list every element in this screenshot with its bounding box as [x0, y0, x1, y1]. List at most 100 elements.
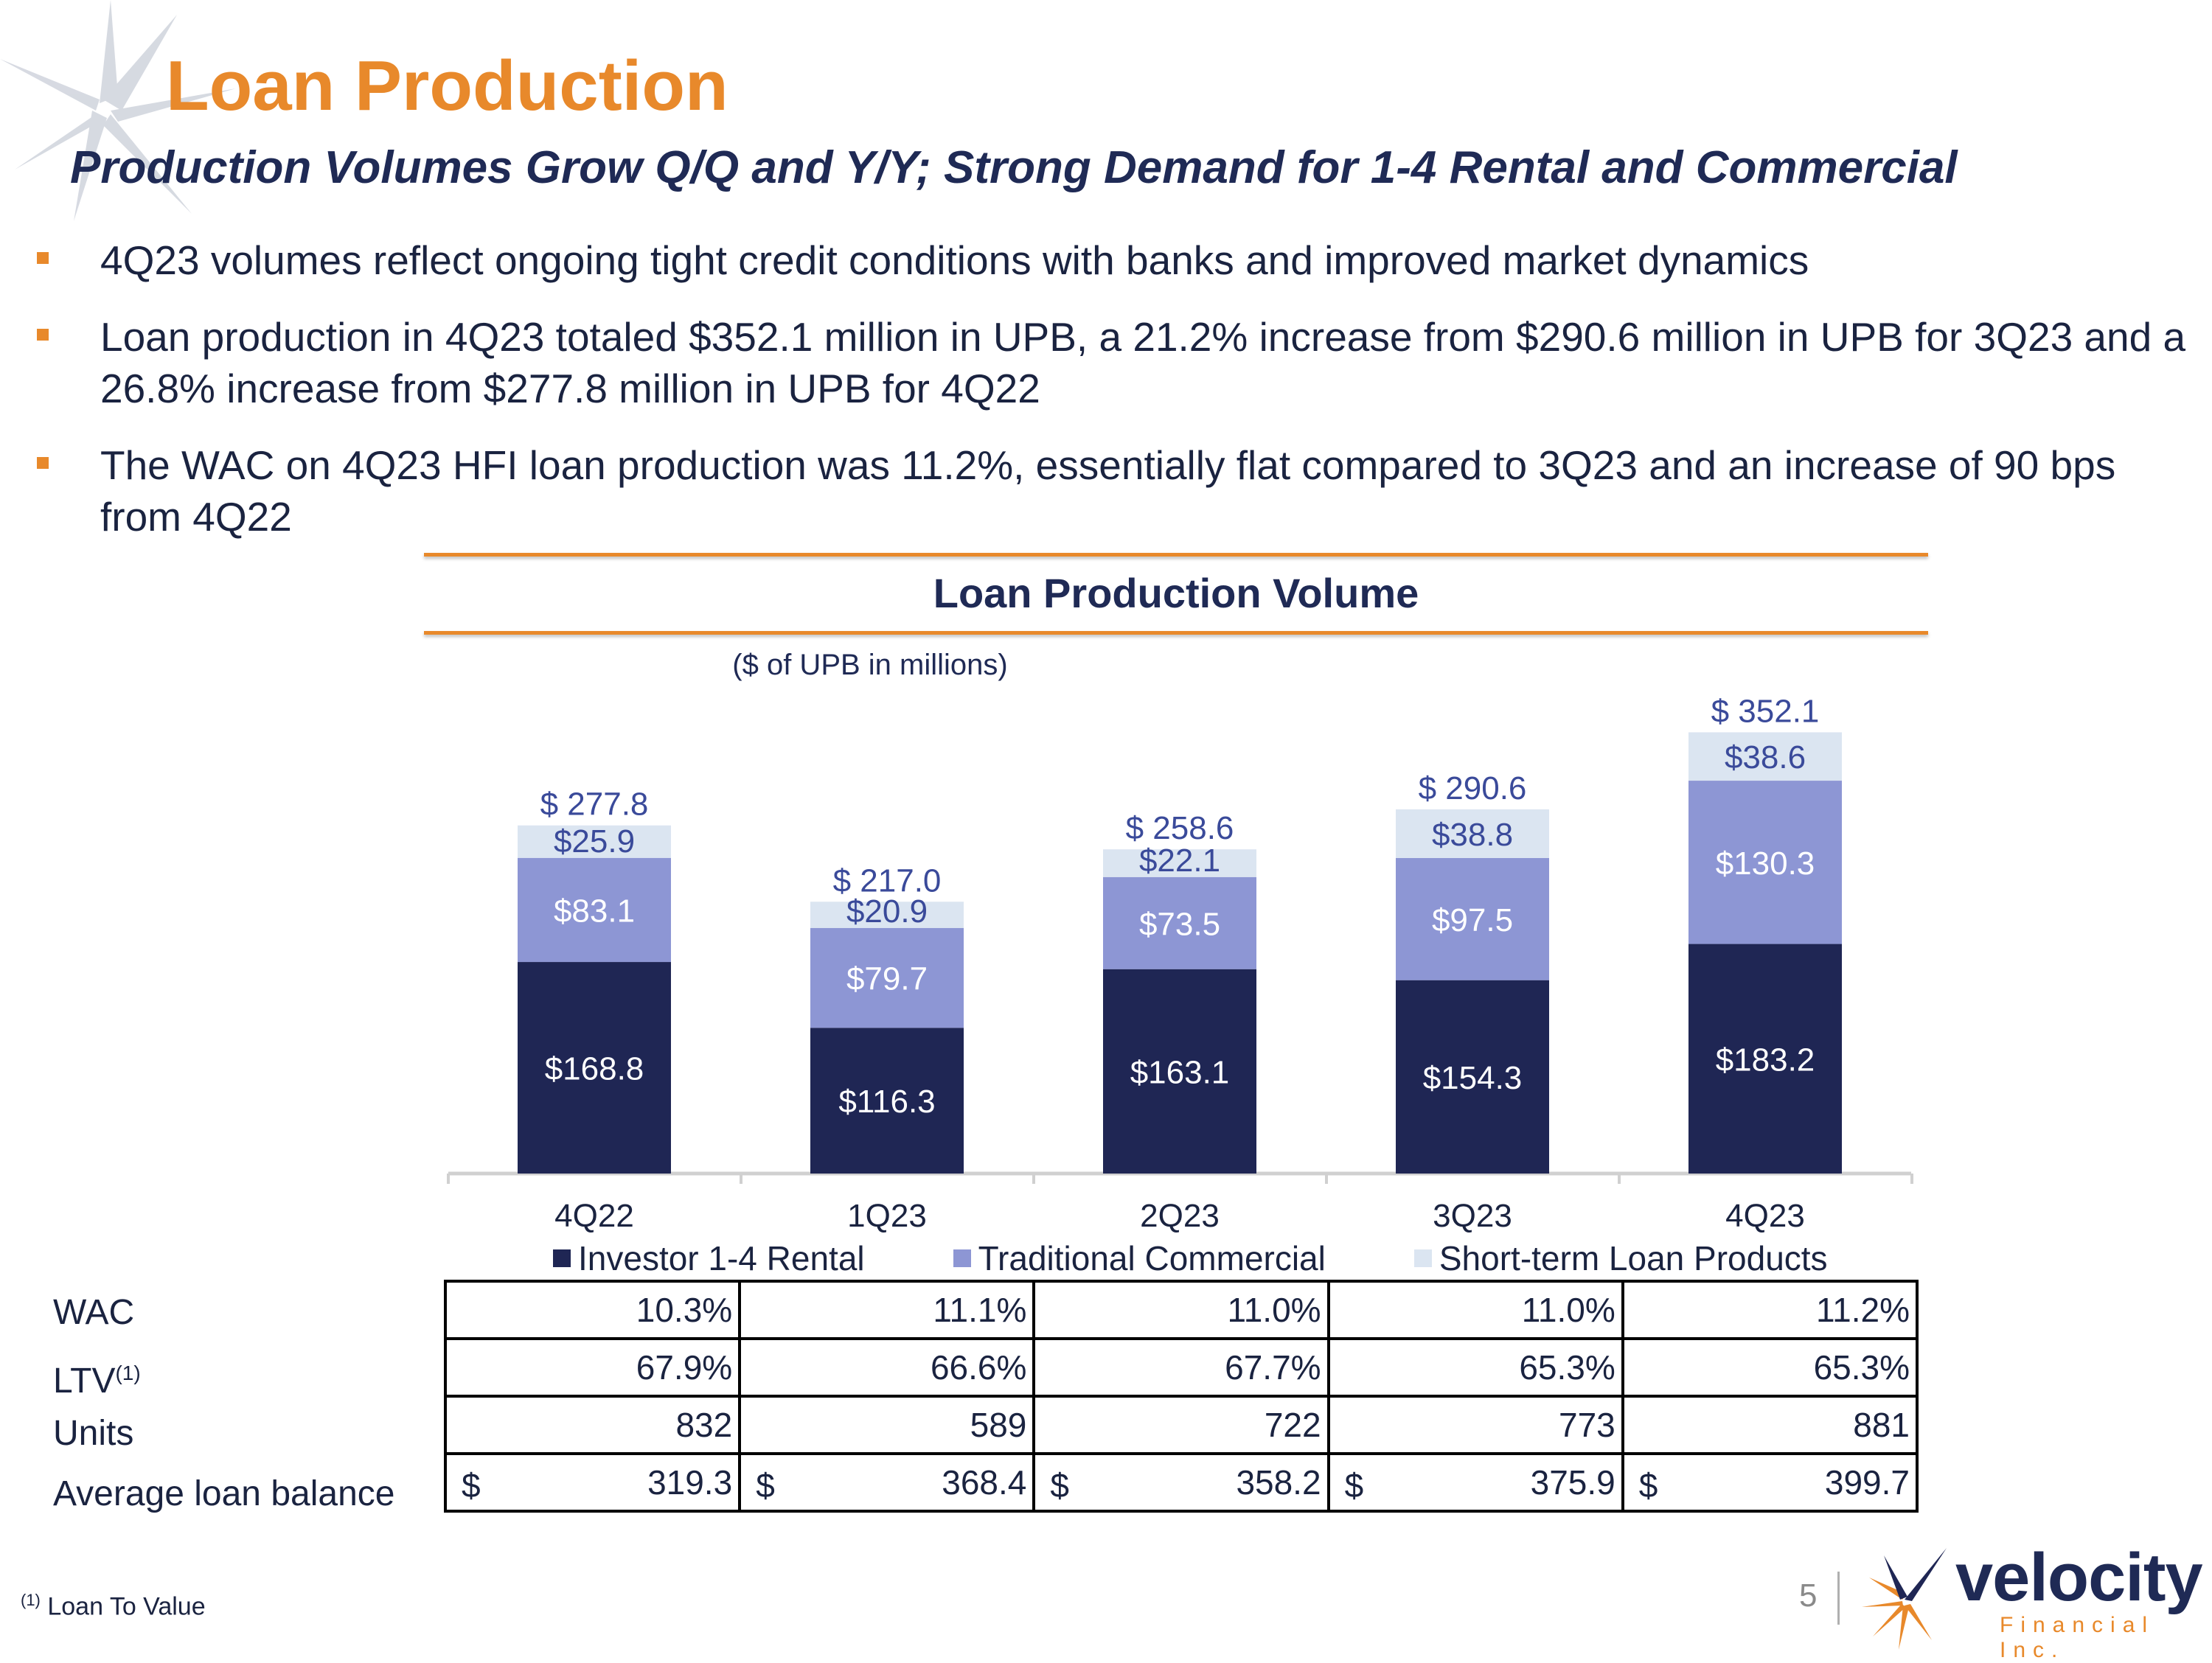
table-cell: $399.7 — [1621, 1452, 1919, 1513]
x-tick-label: 3Q23 — [1433, 1198, 1512, 1234]
bar-segment — [1396, 980, 1549, 1174]
table-row: 67.9% 66.6% 67.7% 65.3% 65.3% — [443, 1337, 1919, 1398]
x-tick-label: 4Q23 — [1725, 1198, 1805, 1234]
footnote-text: Loan To Value — [47, 1592, 206, 1621]
bar-value-label: $22.1 — [1139, 843, 1220, 879]
currency-symbol: $ — [462, 1466, 481, 1505]
bar-segment — [1396, 809, 1549, 858]
bar-segment — [810, 927, 964, 1028]
table-cell: 65.3% — [1326, 1337, 1624, 1398]
currency-symbol: $ — [1344, 1466, 1364, 1505]
table-cell: 722 — [1032, 1395, 1330, 1455]
table-cell: 773 — [1326, 1395, 1624, 1455]
bullet-square-icon — [37, 457, 49, 469]
bar-value-label: $154.3 — [1423, 1060, 1523, 1096]
bullet-text: 4Q23 volumes reflect ongoing tight credi… — [100, 237, 1809, 283]
bar-value-label: $116.3 — [838, 1084, 935, 1120]
bar-segment — [518, 857, 671, 963]
x-tick-label: 4Q22 — [554, 1198, 634, 1234]
cell-value: 319.3 — [647, 1463, 733, 1502]
cell-value: 399.7 — [1824, 1463, 1910, 1502]
legend-swatch-short-term — [1413, 1249, 1432, 1267]
bar-total-label: $ 277.8 — [540, 787, 649, 823]
legend-label: Investor 1-4 Rental — [578, 1239, 865, 1277]
chart-title-rule-top — [424, 553, 1928, 557]
bar-segment — [1688, 781, 1842, 944]
table-cell: 66.6% — [738, 1337, 1036, 1398]
table-cell: 11.2% — [1621, 1280, 1919, 1340]
bar-segment — [518, 962, 671, 1174]
legend-swatch-commercial — [953, 1249, 971, 1267]
page-subtitle: Production Volumes Grow Q/Q and Y/Y; Str… — [70, 142, 1958, 193]
corner-star-graphic — [0, 0, 236, 221]
page-divider — [1837, 1572, 1840, 1625]
bar-value-label: $38.8 — [1432, 817, 1513, 853]
table-cell: $358.2 — [1032, 1452, 1330, 1513]
bar-value-label: $163.1 — [1130, 1054, 1230, 1090]
row-label-text: WAC — [53, 1293, 135, 1332]
footnote: (1) Loan To Value — [21, 1591, 206, 1621]
bullet-list: 4Q23 volumes reflect ongoing tight credi… — [29, 234, 2197, 568]
table-cell: 11.0% — [1326, 1280, 1624, 1340]
legend-item-investor: Investor 1-4 Rental — [553, 1238, 865, 1278]
bar-value-label: $79.7 — [846, 961, 928, 997]
bar-value-label: $83.1 — [554, 893, 635, 929]
chart-title-rule-bottom — [424, 631, 1928, 635]
bullet-square-icon — [37, 252, 49, 264]
bar-total-label: $ 352.1 — [1711, 693, 1820, 729]
bar-value-label: $20.9 — [846, 893, 928, 930]
table-cell: 65.3% — [1621, 1337, 1919, 1398]
chart-title: Loan Production Volume — [933, 570, 1419, 616]
currency-symbol: $ — [756, 1466, 775, 1505]
bar-segment — [1688, 944, 1842, 1174]
bar-total-label: $ 217.0 — [833, 862, 942, 899]
bar-segment — [810, 1028, 964, 1174]
bar-value-label: $73.5 — [1139, 906, 1220, 942]
table-cell: 67.7% — [1032, 1337, 1330, 1398]
chart-subtitle: ($ of UPB in millions) — [732, 649, 1008, 681]
table-row: $319.3 $368.4 $358.2 $375.9 $399.7 — [443, 1452, 1919, 1513]
row-label-wac: WAC — [53, 1283, 394, 1343]
bar-total-label: $ 290.6 — [1419, 770, 1527, 806]
chart-title-bar: Loan Production Volume — [424, 553, 1928, 635]
cell-value: 375.9 — [1530, 1463, 1615, 1502]
bar-total-label: $ 258.6 — [1126, 810, 1234, 846]
row-label-text: LTV — [53, 1362, 116, 1401]
table-row: 832 589 722 773 881 — [443, 1395, 1919, 1455]
table-cell: 589 — [738, 1395, 1036, 1455]
legend-label: Short-term Loan Products — [1439, 1239, 1828, 1277]
cell-value: 368.4 — [942, 1463, 1027, 1502]
bar-value-label: $130.3 — [1716, 846, 1815, 882]
cell-value: 358.2 — [1236, 1463, 1321, 1502]
table-row-labels: WAC LTV(1) Units Average loan balance — [53, 1283, 394, 1524]
bar-segment — [1396, 857, 1549, 980]
table-cell: 11.0% — [1032, 1280, 1330, 1340]
table-cell: 11.1% — [738, 1280, 1036, 1340]
bullet-text: The WAC on 4Q23 HFI loan production was … — [100, 442, 2116, 540]
velocity-star-logo-icon — [1862, 1548, 1947, 1650]
bar-value-label: $38.6 — [1725, 739, 1806, 775]
bullet-item: Loan production in 4Q23 totaled $352.1 m… — [29, 311, 2197, 414]
row-label-ltv: LTV(1) — [53, 1343, 394, 1404]
x-tick-label: 2Q23 — [1140, 1198, 1220, 1234]
bar-segment — [1103, 876, 1256, 969]
currency-symbol: $ — [1050, 1466, 1069, 1505]
legend-swatch-investor — [553, 1249, 571, 1267]
table-row: 10.3% 11.1% 11.0% 11.0% 11.2% — [443, 1280, 1919, 1340]
table-cell: 67.9% — [443, 1337, 742, 1398]
logo-wordmark: velocity — [1955, 1540, 2203, 1615]
table-cell: 10.3% — [443, 1280, 742, 1340]
bar-segment — [1103, 849, 1256, 877]
x-tick-label: 1Q23 — [847, 1198, 927, 1234]
row-label-avg-balance: Average loan balance — [53, 1464, 394, 1524]
bullet-item: The WAC on 4Q23 HFI loan production was … — [29, 439, 2197, 543]
bar-segment — [1103, 969, 1256, 1174]
table-cell: 881 — [1621, 1395, 1919, 1455]
bullet-square-icon — [37, 329, 49, 341]
bullet-text: Loan production in 4Q23 totaled $352.1 m… — [100, 314, 2186, 411]
table-cell: $375.9 — [1326, 1452, 1624, 1513]
logo-subtitle: Financial Inc. — [2000, 1613, 2155, 1662]
page-title: Loan Production — [166, 46, 728, 125]
bar-value-label: $97.5 — [1432, 902, 1513, 938]
